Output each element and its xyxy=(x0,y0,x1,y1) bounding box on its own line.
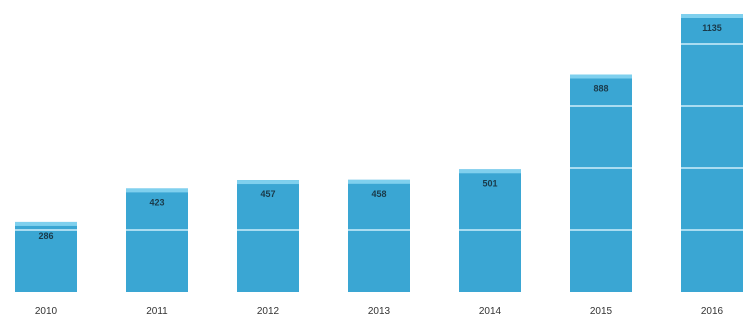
x-tick-label-2015: 2015 xyxy=(590,306,613,317)
value-label-2014: 501 xyxy=(482,178,497,188)
bar-segment-line xyxy=(237,229,299,231)
bar-cap-2012 xyxy=(237,180,299,185)
bar-cap-2014 xyxy=(459,169,521,174)
x-tick-label-2014: 2014 xyxy=(479,306,502,317)
bar-segment-line xyxy=(681,105,743,107)
x-tick-label-2011: 2011 xyxy=(146,306,168,317)
bar-cap-2010 xyxy=(15,221,77,226)
bar-segment-line xyxy=(126,229,188,231)
bar-cap-2011 xyxy=(126,188,188,193)
bar-2015 xyxy=(570,74,632,292)
bar-segment-line xyxy=(570,105,632,107)
value-label-2010: 286 xyxy=(38,231,53,241)
bar-segment-line xyxy=(570,167,632,169)
bar-segment-line xyxy=(348,229,410,231)
bar-2012 xyxy=(237,180,299,292)
x-tick-label-2010: 2010 xyxy=(35,306,58,317)
bar-segment-line xyxy=(15,229,77,231)
value-label-2011: 423 xyxy=(149,197,164,207)
bar-segment-line xyxy=(570,229,632,231)
bar-cap-2015 xyxy=(570,74,632,79)
bar-cap-2016 xyxy=(681,14,743,18)
value-label-2012: 457 xyxy=(260,189,275,199)
bar-2010 xyxy=(15,221,77,292)
bar-segment-line xyxy=(459,229,521,231)
x-tick-label-2012: 2012 xyxy=(257,306,280,317)
bar-2013 xyxy=(348,179,410,292)
bar-cap-2013 xyxy=(348,179,410,184)
bar-segment-line xyxy=(681,167,743,169)
value-label-2013: 458 xyxy=(371,189,386,199)
x-tick-label-2013: 2013 xyxy=(368,306,391,317)
bars-group: 286 423 457 458 501 888 1135 xyxy=(15,14,743,292)
value-label-2016: 1135 xyxy=(702,23,722,33)
bar-2011 xyxy=(126,188,188,292)
bar-segment-line xyxy=(681,43,743,45)
value-label-2015: 888 xyxy=(593,83,608,93)
x-tick-label-2016: 2016 xyxy=(701,306,724,317)
bar-segment-line xyxy=(681,229,743,231)
bar-2016 xyxy=(681,14,743,292)
x-axis-ticks: 2010 2011 2012 2013 2014 2015 2016 xyxy=(35,306,724,317)
